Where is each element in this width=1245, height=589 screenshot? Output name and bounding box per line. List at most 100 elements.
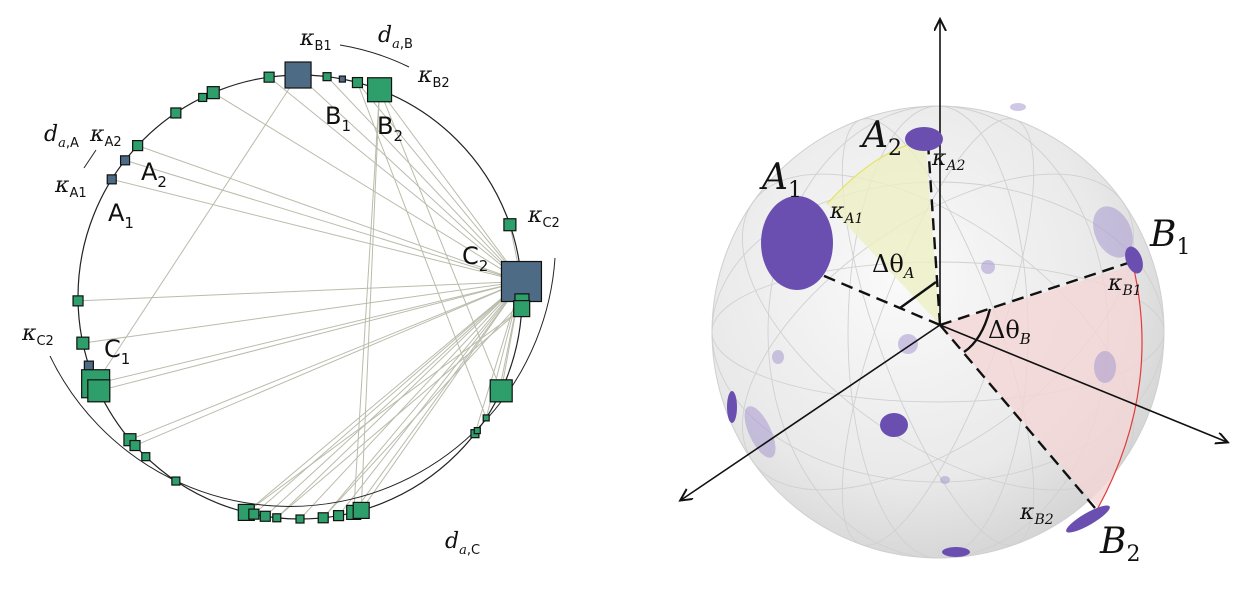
disk-a1 — [761, 196, 833, 290]
node-label-a1: A1 — [108, 199, 134, 232]
kappa-label-b1-sphere: κB1 — [1107, 271, 1142, 299]
network-edge — [95, 74, 299, 385]
network-node — [489, 379, 513, 403]
network-node — [352, 501, 370, 520]
network-edge — [360, 89, 381, 511]
network-edge — [360, 281, 522, 511]
network-node — [351, 76, 364, 89]
network-edge — [353, 89, 381, 513]
network-node — [198, 92, 208, 103]
network-node — [206, 86, 220, 100]
network-edge — [353, 281, 522, 513]
angle-marker-a — [899, 281, 937, 309]
kappa-label-a1-sphere: κA1 — [829, 199, 863, 227]
highlighted-node — [106, 174, 117, 185]
sector-b — [940, 265, 1143, 508]
network-edge — [111, 178, 522, 282]
distance-arc-c — [49, 257, 556, 507]
axis-y — [939, 324, 1227, 442]
network-node — [317, 512, 329, 524]
distance-label-a: da,A — [44, 122, 79, 151]
kappa-label-c2-left: κC2 — [21, 321, 54, 349]
kappa-label-a2: κA2 — [89, 122, 122, 150]
network-edge — [379, 89, 502, 392]
network-node — [132, 139, 144, 152]
disk-left-edge — [727, 391, 737, 423]
network-nodes — [72, 61, 543, 524]
network-edge — [276, 308, 523, 519]
network-edge — [297, 74, 522, 282]
kappa-label-a1: κA1 — [54, 173, 87, 201]
axis-x — [681, 324, 941, 500]
network-edge — [245, 281, 522, 513]
network-node — [170, 107, 182, 119]
network-node — [72, 295, 84, 307]
network-edge — [264, 281, 522, 517]
network-edge — [82, 281, 522, 344]
network-edge — [98, 281, 522, 392]
point-label-a1: A1 — [759, 157, 802, 203]
disk-b2 — [1066, 505, 1110, 533]
network-node — [263, 71, 275, 83]
network-edge — [137, 145, 522, 282]
arc-b — [1097, 264, 1143, 509]
sphere-panel: A1 A2 B1 B2 κA1 κA2 κB1 κB2 ΔθA ΔθB — [681, 20, 1227, 567]
angle-marker-b — [963, 308, 992, 353]
highlighted-node — [338, 75, 346, 83]
highlighted-node — [284, 61, 312, 89]
network-node — [513, 300, 531, 318]
disk-front — [880, 413, 908, 437]
node-label-c1: C1 — [104, 335, 130, 368]
network-edge — [95, 281, 522, 385]
main-disks — [727, 127, 1143, 557]
highlighted-node — [83, 360, 94, 371]
angle-label-a: ΔθA — [872, 250, 915, 282]
kappa-label-b1: κB1 — [299, 26, 332, 54]
network-edge — [134, 281, 522, 447]
network-node — [473, 427, 481, 435]
point-label-a2: A2 — [859, 115, 902, 161]
network-node — [171, 476, 181, 486]
network-edge — [379, 89, 522, 282]
node-label-b1: B1 — [325, 102, 351, 135]
network-node — [87, 379, 111, 403]
network-node — [129, 439, 141, 452]
disk-b1 — [1125, 246, 1143, 274]
distance-arc-a — [83, 149, 97, 169]
highlighted-node — [119, 155, 131, 166]
sector-a — [827, 140, 940, 325]
network-edge — [338, 281, 522, 516]
disk-bottom — [942, 547, 970, 557]
network-node — [503, 218, 517, 232]
kappa-label-b2: κB2 — [417, 63, 450, 91]
network-node — [366, 77, 393, 103]
network-node — [272, 513, 282, 523]
node-label-a2: A2 — [141, 158, 167, 191]
distance-label-c: da,C — [445, 529, 480, 558]
distance-arc-b — [339, 44, 410, 68]
kappa-label-a2-sphere: κA2 — [931, 146, 966, 174]
network-node — [295, 514, 305, 524]
angle-label-b: ΔθB — [988, 316, 1031, 348]
network-edge — [268, 76, 522, 282]
dashed-radii — [809, 142, 1129, 509]
point-label-b1: B1 — [1149, 214, 1190, 260]
kappa-label-c2-top: κC2 — [527, 203, 560, 231]
kappa-label-b2-sphere: κB2 — [1019, 500, 1054, 528]
network-edge — [326, 76, 522, 282]
distance-label-b: da,B — [378, 23, 413, 52]
network-edge — [245, 308, 522, 513]
network-edge — [356, 82, 487, 419]
hyperbolic-network-panel: B1 B2 A2 A1 C2 C1 κB1 κB2 κA2 κA1 κC2 κC… — [21, 23, 560, 558]
network-edges — [78, 74, 523, 520]
network-node — [141, 452, 151, 462]
network-edge — [124, 159, 522, 282]
disk-a2 — [905, 127, 943, 151]
network-edge — [212, 92, 522, 282]
network-node — [322, 72, 332, 82]
network-edge — [357, 82, 522, 282]
network-node — [482, 414, 490, 422]
network-node — [332, 510, 345, 522]
node-label-c2: C2 — [462, 242, 488, 275]
